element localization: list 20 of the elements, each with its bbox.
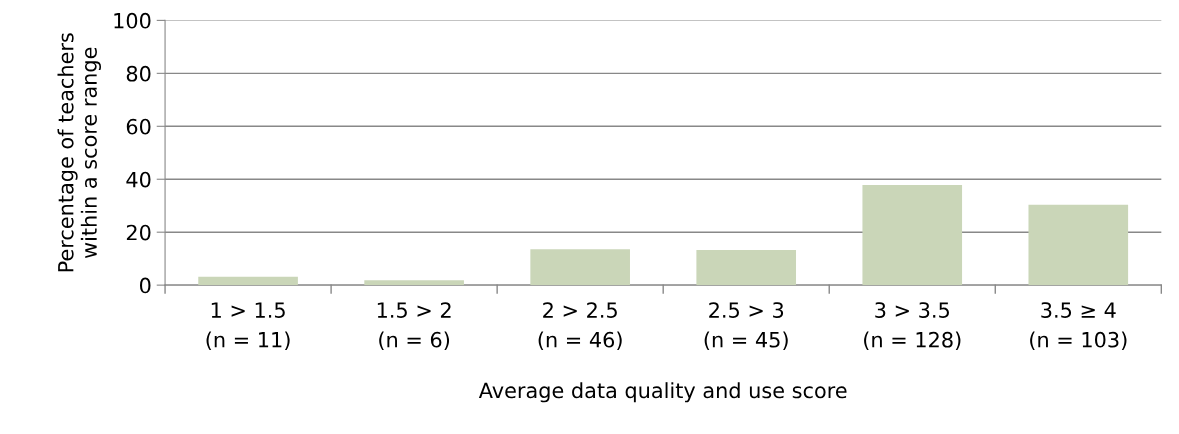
x-tick-label: 2.5 > 3 (n = 45) <box>704 302 788 351</box>
y-axis-title: Percentage of teachers within a score range <box>57 33 101 272</box>
y-tick-label: 60 <box>126 118 151 135</box>
bar <box>364 280 464 286</box>
y-tick-label: 20 <box>126 224 151 241</box>
y-tick-label: 80 <box>126 65 151 82</box>
y-tick-label: 40 <box>126 171 151 188</box>
bar <box>862 185 963 286</box>
bar <box>1028 204 1129 286</box>
y-tick-label: 0 <box>139 277 151 294</box>
x-tick-label: 2 > 2.5 (n = 46) <box>538 302 622 351</box>
x-tick-label: 1.5 > 2 (n = 6) <box>377 302 451 351</box>
y-tick-label: 100 <box>114 12 151 29</box>
bar <box>696 249 797 286</box>
bar <box>198 276 298 286</box>
bar <box>530 249 630 286</box>
x-tick-label: 1 > 1.5 (n = 11) <box>206 302 290 351</box>
x-axis-title: Average data quality and use score <box>478 382 847 403</box>
x-tick-label: 3.5 ≥ 4 (n = 103) <box>1030 302 1127 351</box>
x-tick-label: 3 > 3.5 (n = 128) <box>864 302 961 351</box>
